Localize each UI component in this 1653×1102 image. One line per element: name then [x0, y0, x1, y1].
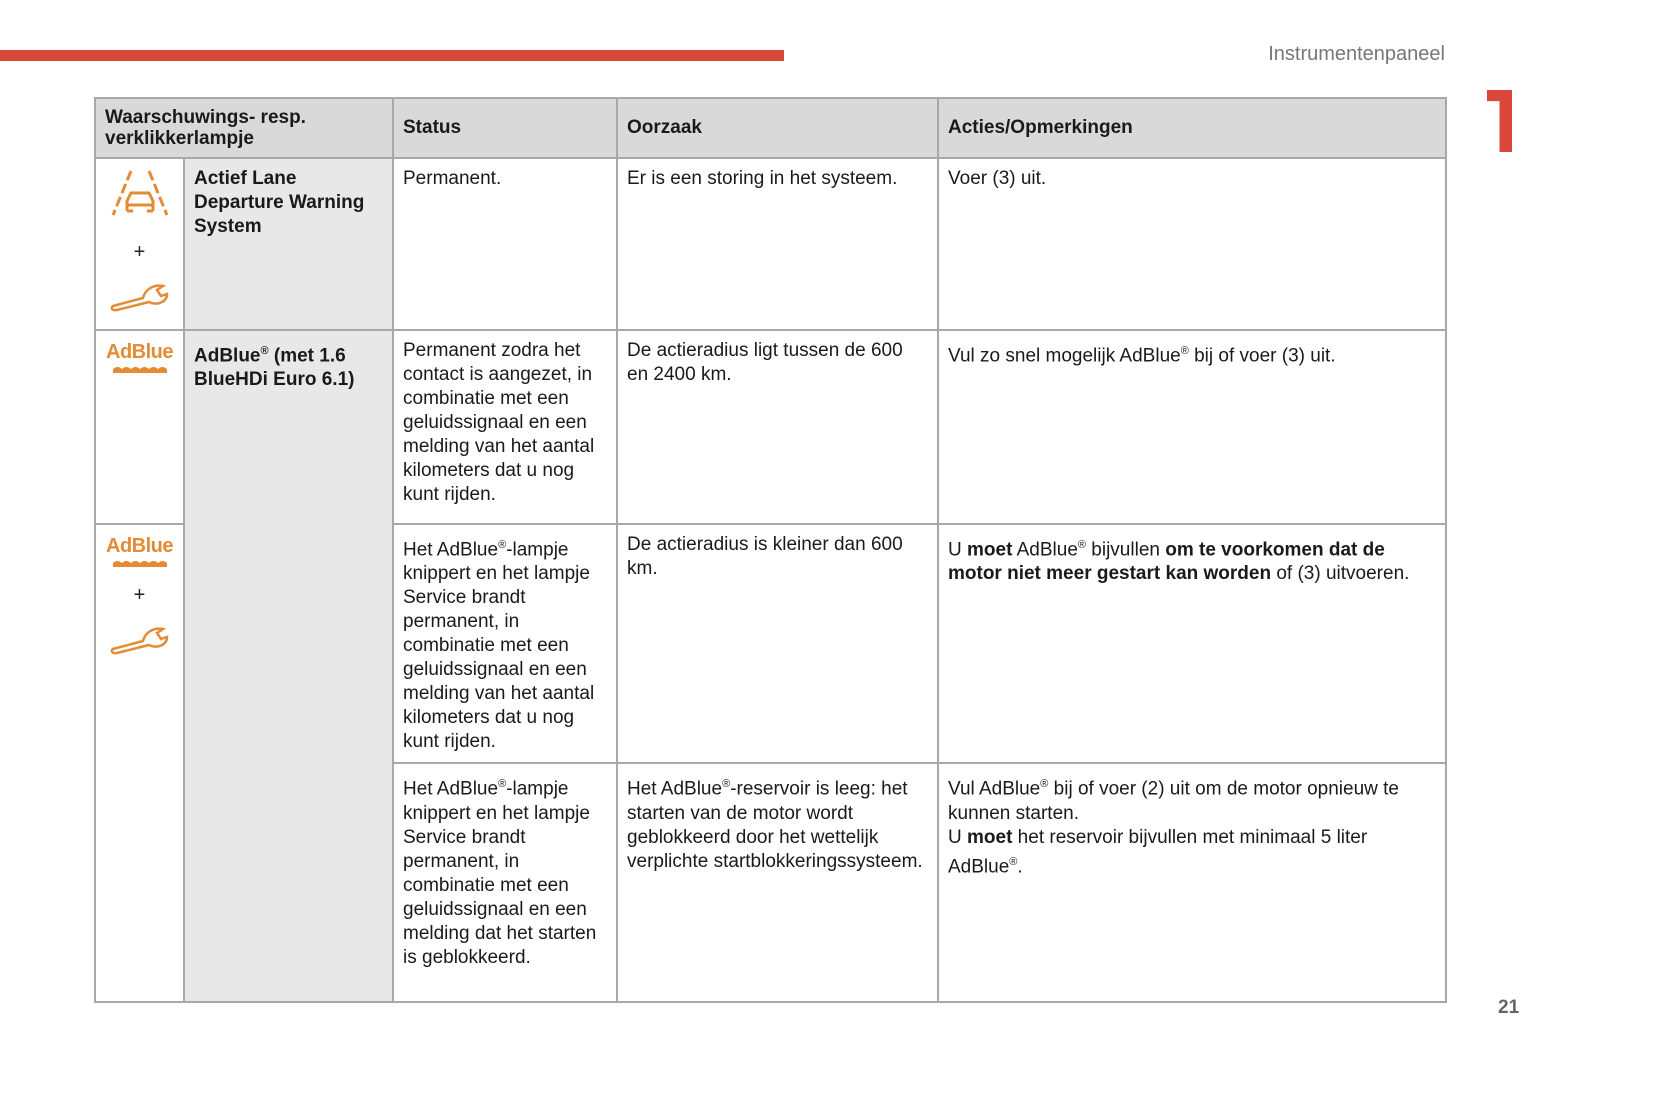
- table-row: Het AdBlue®-lampje knippert en het lampj…: [95, 762, 1447, 1004]
- status-cell: Permanent.: [392, 157, 618, 331]
- col-header-lamp: Waarschuwings- resp. verklikkerlampje: [94, 97, 394, 159]
- lamp-icons: AdBlue +: [94, 522, 185, 1004]
- col-header-cause: Oorzaak: [616, 97, 939, 159]
- page-number: 21: [1498, 997, 1520, 1018]
- adblue-icon: AdBlue: [100, 341, 179, 373]
- table-row: AdBlue AdBlue® (met 1.6 BlueHDi Euro 6.1…: [94, 328, 1447, 1004]
- warning-lights-table: Waarschuwings- resp. verklikkerlampje St…: [94, 97, 1447, 1004]
- cause-cell: De actieradius ligt tussen de 600 en 240…: [616, 329, 939, 525]
- action-cell: U moet AdBlue® bijvullen om te voorkomen…: [937, 522, 1447, 765]
- cause-cell: Het AdBlue®-reservoir is leeg: het start…: [616, 762, 939, 1004]
- status-cell: Het AdBlue®-lampje knippert en het lampj…: [392, 762, 618, 1004]
- lamp-name: Actief Lane Departure Warning System: [183, 157, 394, 331]
- plus-sign: +: [133, 241, 146, 263]
- col-header-status: Status: [392, 97, 618, 159]
- lamp-icons: +: [94, 157, 185, 331]
- action-cell: Vul AdBlue® bij of voer (2) uit om de mo…: [937, 762, 1447, 1004]
- header-accent-bar: [0, 50, 784, 61]
- plus-sign: +: [133, 584, 146, 606]
- cause-cell: Er is een storing in het systeem.: [616, 157, 939, 331]
- status-cell: Het AdBlue®-lampje knippert en het lampj…: [392, 522, 618, 765]
- action-cell: Voer (3) uit.: [937, 157, 1447, 331]
- wrench-icon: [110, 627, 168, 655]
- adblue-icon: AdBlue: [100, 535, 179, 567]
- table-header: Waarschuwings- resp. verklikkerlampje St…: [94, 97, 1447, 159]
- lamp-name: AdBlue® (met 1.6 BlueHDi Euro 6.1): [183, 328, 394, 1004]
- status-cell: Permanent zodra het contact is aangezet,…: [392, 329, 618, 525]
- table-row: AdBlue + Het AdBlue®-lampje knippert en …: [94, 522, 1447, 1004]
- cause-cell: De actieradius is kleiner dan 600 km.: [616, 522, 939, 765]
- lane-departure-icon: [111, 170, 168, 216]
- wrench-icon: [110, 284, 168, 312]
- lamp-icons: AdBlue: [94, 329, 185, 525]
- chapter-tab: [1487, 90, 1512, 152]
- col-header-actions: Acties/Opmerkingen: [937, 97, 1447, 159]
- section-title: Instrumentenpaneel: [1268, 43, 1445, 65]
- table-row: + Actief Lane Departure Warning System P…: [94, 157, 1447, 331]
- action-cell: Vul zo snel mogelijk AdBlue® bij of voer…: [937, 329, 1447, 525]
